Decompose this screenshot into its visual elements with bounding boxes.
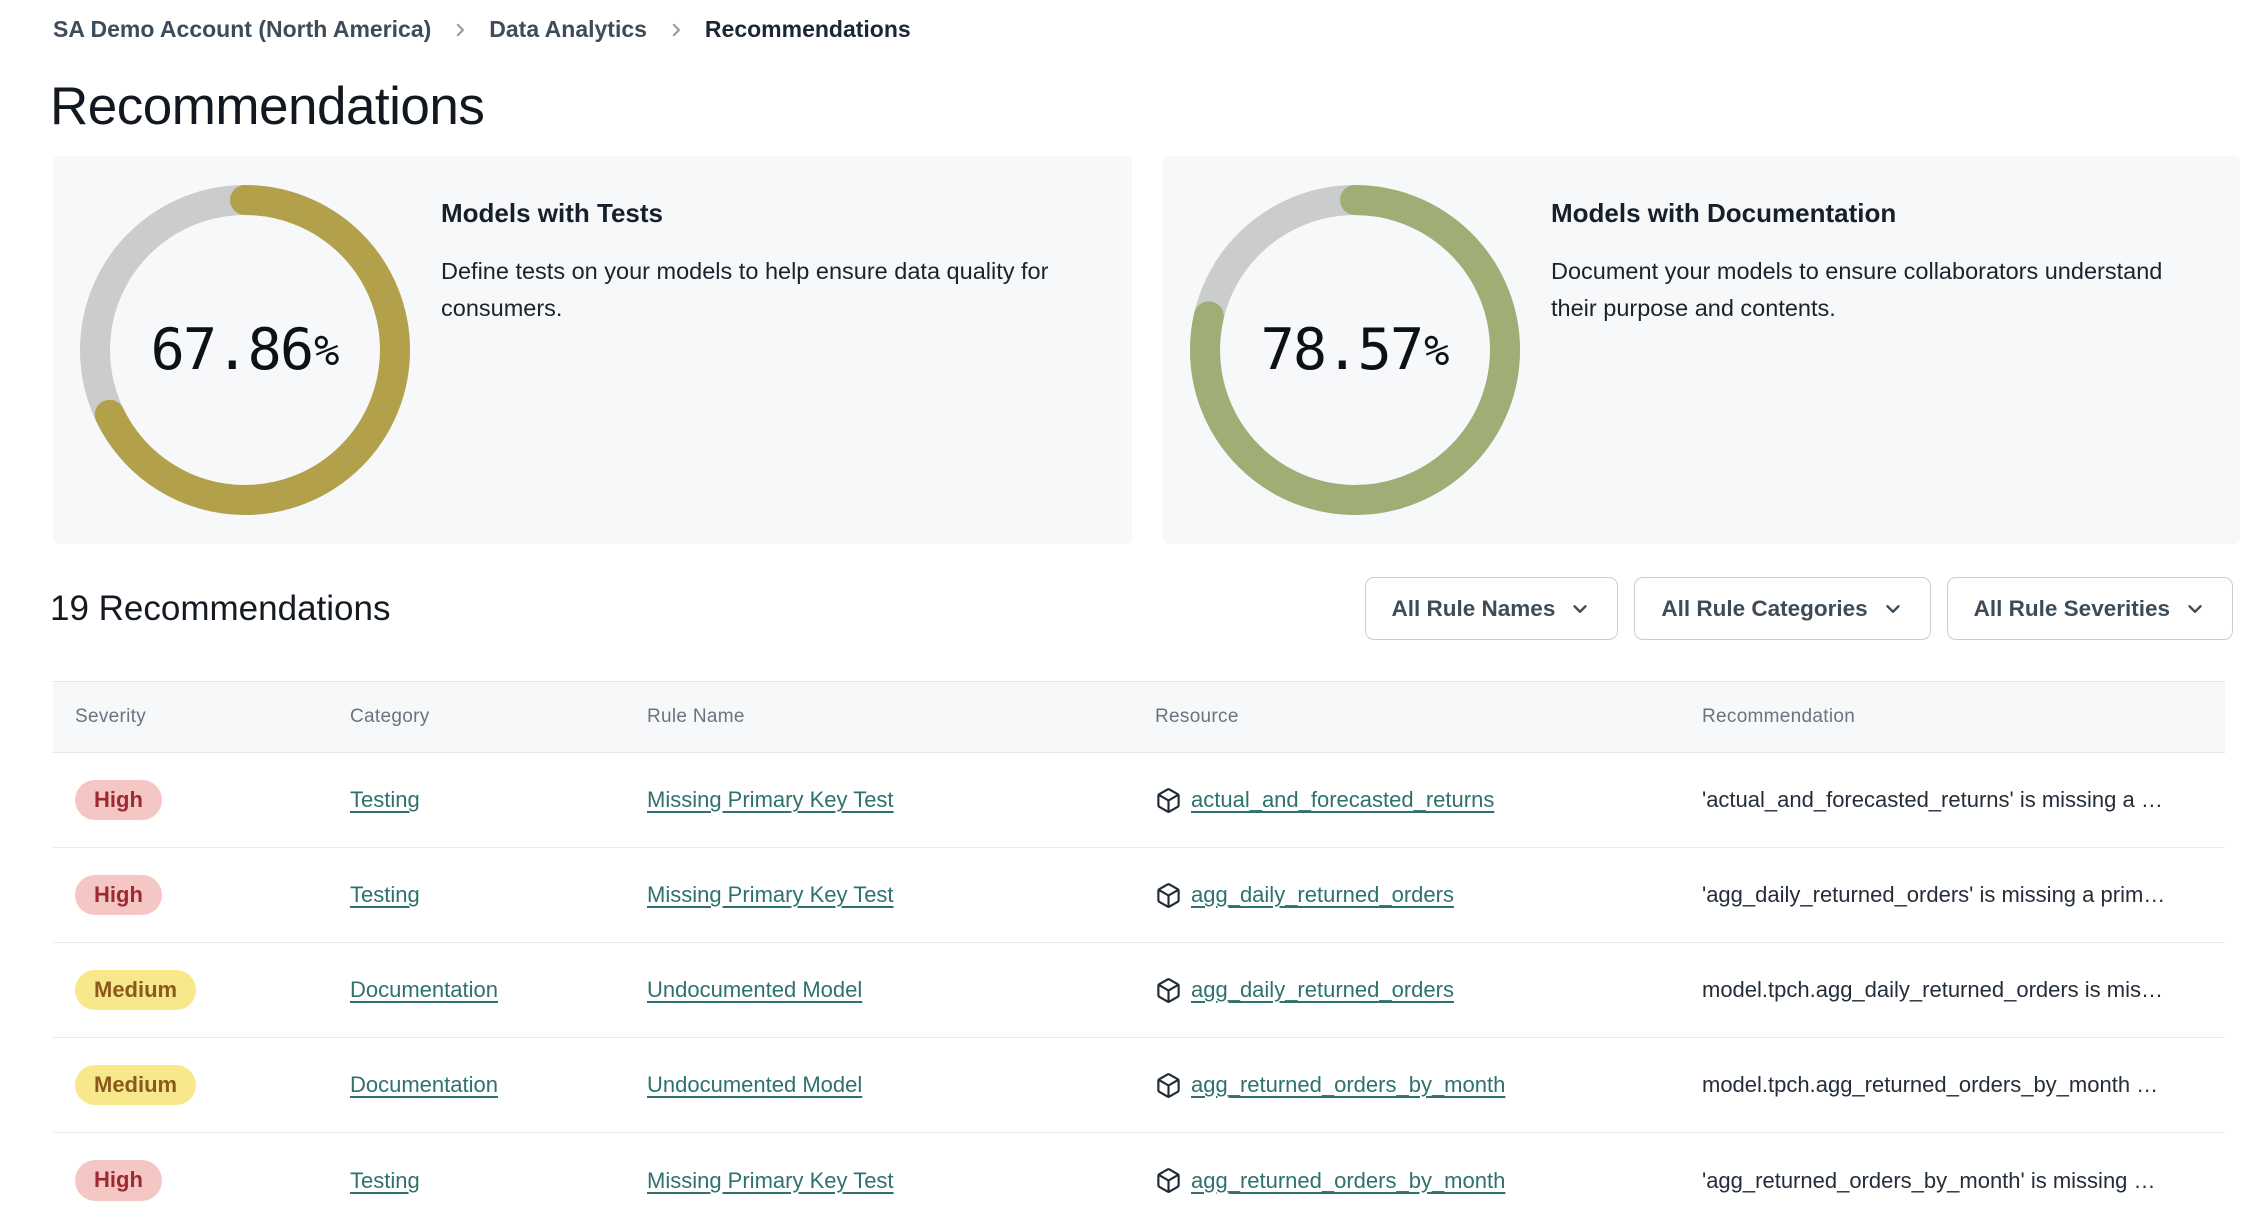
recommendations-table: Severity Category Rule Name Resource Rec… xyxy=(53,681,2225,1220)
chevron-right-icon xyxy=(667,21,685,39)
severity-badge: High xyxy=(75,779,162,821)
models-with-tests-card: 67.86% Models with Tests Define tests on… xyxy=(53,156,1132,544)
resource-link[interactable]: agg_daily_returned_orders xyxy=(1191,977,1454,1002)
model-cube-icon xyxy=(1155,882,1182,909)
rule-name-link[interactable]: Missing Primary Key Test xyxy=(647,882,894,907)
rule-categories-filter-dropdown[interactable]: All Rule Categories xyxy=(1634,577,1931,640)
recommendation-text: 'agg_returned_orders_by_month' is missin… xyxy=(1702,1167,2156,1193)
tests-donut-chart: 67.86% xyxy=(79,184,411,516)
chevron-down-icon xyxy=(2184,598,2206,620)
model-cube-icon xyxy=(1155,977,1182,1004)
resource-link[interactable]: agg_returned_orders_by_month xyxy=(1191,1072,1506,1097)
breadcrumb-project[interactable]: Data Analytics xyxy=(489,16,647,42)
donut-percentage: 67.86% xyxy=(150,317,340,383)
breadcrumb-current: Recommendations xyxy=(704,16,911,42)
chevron-down-icon xyxy=(1569,598,1591,620)
rule-name-link[interactable]: Missing Primary Key Test xyxy=(647,1167,894,1193)
rule-name-link[interactable]: Undocumented Model xyxy=(647,977,863,1002)
severity-badge: Medium xyxy=(75,1064,197,1106)
category-link[interactable]: Testing xyxy=(350,787,420,812)
table-row: Medium Documentation Undocumented Model … xyxy=(53,943,2225,1038)
column-header-severity: Severity xyxy=(75,706,147,727)
severity-badge: High xyxy=(75,1160,162,1201)
card-description: Document your models to ensure collabora… xyxy=(1551,258,2163,321)
table-row: High Testing Missing Primary Key Test ag… xyxy=(53,1133,2225,1220)
table-body: High Testing Missing Primary Key Test ac… xyxy=(53,753,2225,1220)
recommendations-count: 19 Recommendations xyxy=(50,588,391,628)
breadcrumb-account[interactable]: SA Demo Account (North America) xyxy=(53,16,432,42)
severity-badge: High xyxy=(75,874,162,916)
resource-link[interactable]: agg_daily_returned_orders xyxy=(1191,882,1454,907)
recommendation-text: 'actual_and_forecasted_returns' is missi… xyxy=(1702,787,2163,812)
card-text: Models with Documentation Document your … xyxy=(1551,198,2216,327)
category-link[interactable]: Documentation xyxy=(350,1072,498,1097)
list-header-row: 19 Recommendations All Rule Names All Ru… xyxy=(50,577,2233,640)
model-cube-icon xyxy=(1155,787,1182,814)
breadcrumb: SA Demo Account (North America) Data Ana… xyxy=(53,16,911,43)
recommendation-text: model.tpch.agg_returned_orders_by_month … xyxy=(1702,1072,2159,1097)
rule-name-link[interactable]: Missing Primary Key Test xyxy=(647,787,894,812)
docs-donut-chart: 78.57% xyxy=(1189,184,1521,516)
page-title: Recommendations xyxy=(50,77,485,136)
column-header-recommendation: Recommendation xyxy=(1702,706,1856,727)
table-row: High Testing Missing Primary Key Test ag… xyxy=(53,848,2225,943)
card-description: Define tests on your models to help ensu… xyxy=(441,258,1049,321)
column-header-rule-name: Rule Name xyxy=(647,706,745,727)
severity-badge: Medium xyxy=(75,969,197,1011)
donut-svg xyxy=(1190,185,1520,515)
chevron-right-icon xyxy=(451,21,469,39)
category-link[interactable]: Testing xyxy=(350,882,420,907)
column-header-resource: Resource xyxy=(1155,706,1239,727)
table-row: High Testing Missing Primary Key Test ac… xyxy=(53,753,2225,848)
card-text: Models with Tests Define tests on your m… xyxy=(441,198,1106,327)
rule-name-link[interactable]: Undocumented Model xyxy=(647,1072,863,1097)
category-link[interactable]: Testing xyxy=(350,1167,420,1193)
donut-percentage: 78.57% xyxy=(1260,317,1450,383)
filter-group: All Rule Names All Rule Categories All R… xyxy=(1364,577,2233,640)
resource-link[interactable]: agg_returned_orders_by_month xyxy=(1191,1167,1506,1193)
column-header-category: Category xyxy=(350,706,430,727)
card-title: Models with Documentation xyxy=(1551,198,1897,228)
model-cube-icon xyxy=(1155,1072,1182,1099)
table-row: Medium Documentation Undocumented Model … xyxy=(53,1038,2225,1133)
recommendation-text: 'agg_daily_returned_orders' is missing a… xyxy=(1702,882,2166,907)
model-cube-icon xyxy=(1155,1167,1182,1194)
category-link[interactable]: Documentation xyxy=(350,977,498,1002)
rule-names-filter-dropdown[interactable]: All Rule Names xyxy=(1364,577,1619,640)
donut-svg xyxy=(80,185,410,515)
rule-severities-filter-dropdown[interactable]: All Rule Severities xyxy=(1946,577,2233,640)
card-title: Models with Tests xyxy=(441,198,663,228)
resource-link[interactable]: actual_and_forecasted_returns xyxy=(1191,787,1495,812)
models-with-documentation-card: 78.57% Models with Documentation Documen… xyxy=(1163,156,2240,544)
chevron-down-icon xyxy=(1882,598,1904,620)
recommendation-text: model.tpch.agg_daily_returned_orders is … xyxy=(1702,977,2164,1002)
table-header: Severity Category Rule Name Resource Rec… xyxy=(53,681,2225,753)
